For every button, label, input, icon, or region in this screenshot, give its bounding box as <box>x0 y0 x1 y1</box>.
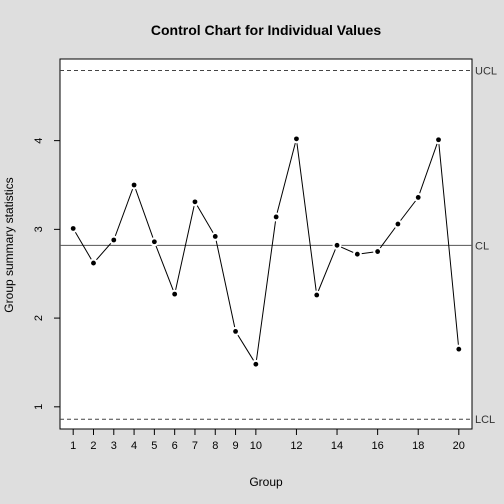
x-tick-label: 4 <box>131 440 137 452</box>
x-tick-label: 10 <box>250 440 262 452</box>
data-point <box>91 260 96 266</box>
data-point <box>273 214 279 220</box>
data-point <box>354 251 360 257</box>
y-axis-label: Group summary statistics <box>2 177 16 312</box>
x-tick-label: 12 <box>290 440 302 452</box>
x-tick-label: 2 <box>90 440 96 452</box>
limit-label-lcl: LCL <box>475 414 495 426</box>
y-tick-label: 4 <box>33 138 45 144</box>
data-point <box>212 234 218 239</box>
data-point <box>131 182 137 188</box>
data-point <box>233 328 238 334</box>
x-tick-label: 16 <box>372 440 384 452</box>
x-tick-label: 14 <box>331 440 343 452</box>
data-point <box>151 239 157 245</box>
x-tick-label: 3 <box>111 440 117 452</box>
data-point <box>334 242 340 248</box>
x-tick-label: 6 <box>172 440 178 452</box>
data-point <box>253 361 259 367</box>
data-point <box>172 291 178 297</box>
x-tick-label: 7 <box>192 440 198 452</box>
data-point <box>456 346 462 352</box>
data-point <box>294 136 299 142</box>
y-tick-label: 1 <box>33 404 45 410</box>
limit-label-ucl: UCL <box>475 66 497 78</box>
series-line <box>72 138 460 366</box>
data-point <box>111 237 117 243</box>
x-tick-label: 8 <box>212 440 218 452</box>
chart-title: Control Chart for Individual Values <box>151 22 381 38</box>
x-tick-label: 5 <box>151 440 157 452</box>
data-point <box>395 221 401 227</box>
limit-label-cl: CL <box>475 240 489 252</box>
y-tick-label: 2 <box>33 315 45 321</box>
x-tick-label: 1 <box>70 440 76 452</box>
data-point <box>70 226 76 231</box>
y-tick-label: 3 <box>33 226 45 232</box>
plot-area <box>59 58 473 430</box>
data-point <box>436 137 441 143</box>
x-tick-label: 9 <box>232 440 238 452</box>
data-point <box>314 292 320 298</box>
x-tick-label: 20 <box>453 440 465 452</box>
x-axis-label: Group <box>249 475 283 489</box>
control-limits: UCL CL LCL <box>60 66 497 426</box>
data-point <box>192 199 198 205</box>
data-point <box>375 249 381 254</box>
data-series <box>68 134 464 369</box>
data-point <box>415 195 421 200</box>
x-tick-label: 18 <box>412 440 424 452</box>
